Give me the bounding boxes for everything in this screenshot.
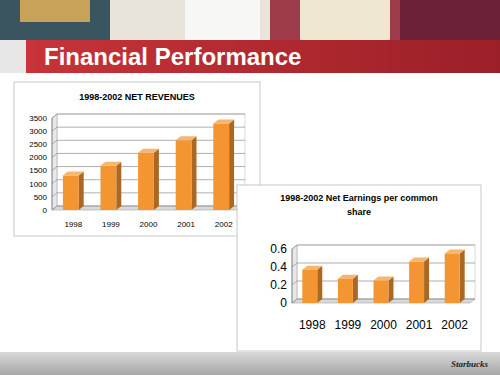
bar-front: [138, 153, 154, 210]
bar-top: [409, 258, 429, 262]
chart: 1998-2002 NET REVENUES 0 500 1000 1500 2000 25…: [14, 82, 260, 236]
y-axis: [292, 249, 293, 303]
bars: [63, 120, 234, 210]
side-wall: [292, 245, 297, 303]
bar-top: [445, 250, 465, 254]
bar-side: [317, 266, 322, 303]
bar: [445, 250, 465, 304]
bar-top: [338, 275, 358, 279]
y-tick-label: 0.2: [270, 278, 287, 292]
chart-title: 1998-2002 NET REVENUES: [79, 92, 195, 102]
bar: [213, 120, 234, 210]
bar-side: [229, 120, 234, 210]
bar-side: [191, 136, 196, 210]
bar: [63, 172, 84, 210]
title-band: [0, 40, 500, 73]
x-tick-label: 1999: [102, 220, 120, 229]
bar-side: [353, 275, 358, 303]
y-tick-label: 0: [43, 206, 48, 215]
title-line: 1998-2002 Net Earnings per common: [280, 193, 438, 203]
chart: 1998-2002 Net Earnings per common share 0 0…: [237, 185, 481, 351]
bar-side: [116, 162, 121, 210]
grid-line: [292, 245, 475, 249]
y-tick-label: 3500: [29, 114, 47, 123]
bar-front: [176, 140, 192, 210]
y-tick-label: 0: [280, 296, 287, 310]
bar-side: [388, 277, 393, 304]
slide-title: Financial Performance: [44, 43, 301, 70]
bar-top: [63, 172, 84, 176]
bar-side: [424, 258, 429, 303]
y-tick-label: 1000: [29, 180, 47, 189]
bar-front: [338, 279, 353, 303]
title-line: 1998-2002 NET REVENUES: [79, 92, 195, 102]
chart-title: 1998-2002 Net Earnings per common share: [280, 193, 438, 217]
bar-top: [138, 149, 159, 153]
bar-front: [445, 254, 460, 304]
bar-front: [213, 124, 229, 210]
bar-top: [213, 120, 234, 124]
band-edge: [0, 40, 26, 73]
bar: [138, 149, 159, 210]
y-tick-label: 3000: [29, 127, 47, 136]
bar: [176, 136, 197, 210]
bar: [338, 275, 358, 303]
footer-text: Starbucks: [451, 359, 489, 369]
photo: [270, 0, 500, 40]
x-tick-label: 2002: [215, 220, 233, 229]
title-line: share: [347, 207, 371, 217]
bar-side: [460, 250, 465, 304]
bars: [302, 250, 464, 304]
y-axis: [52, 118, 53, 210]
bar: [409, 258, 429, 303]
chart-frame: [14, 82, 260, 236]
y-tick-label: 2000: [29, 153, 47, 162]
bar-side: [79, 172, 84, 210]
photo: [0, 0, 110, 40]
bar-top: [374, 277, 394, 281]
y-tick-label: 0.6: [270, 242, 287, 256]
bar-front: [302, 270, 317, 303]
side-wall: [52, 114, 57, 210]
grid-line: [52, 114, 245, 118]
photo: [185, 0, 260, 40]
bar-front: [409, 262, 424, 303]
y-tick-label: 2500: [29, 140, 47, 149]
photo: [400, 0, 500, 40]
bar: [302, 266, 322, 303]
x-tick-label: 1999: [335, 318, 362, 332]
x-tick-label: 1998: [64, 220, 82, 229]
photo: [110, 0, 270, 40]
bar-front: [101, 166, 117, 210]
x-tick-label: 2002: [441, 318, 468, 332]
y-tick-label: 1500: [29, 166, 47, 175]
x-tick-label: 2001: [177, 220, 195, 229]
bar-top: [302, 266, 322, 270]
bar-side: [154, 149, 159, 210]
photo: [300, 0, 390, 40]
x-tick-label: 2001: [406, 318, 433, 332]
y-tick-label: 500: [34, 193, 48, 202]
x-tick-label: 2000: [370, 318, 397, 332]
x-tick-label: 2000: [140, 220, 158, 229]
y-tick-label: 0.4: [270, 260, 287, 274]
photo: [20, 0, 90, 22]
bar: [101, 162, 122, 210]
chart-frame: [237, 185, 481, 351]
footer-bar: [0, 352, 500, 375]
bar: [374, 277, 394, 304]
x-tick-label: 1998: [299, 318, 326, 332]
bar-top: [101, 162, 122, 166]
bar-front: [63, 176, 79, 210]
slide: Financial Performance Starbucks 1998-2002 …: [0, 0, 500, 375]
bar-top: [176, 136, 197, 140]
bar-front: [374, 281, 389, 304]
